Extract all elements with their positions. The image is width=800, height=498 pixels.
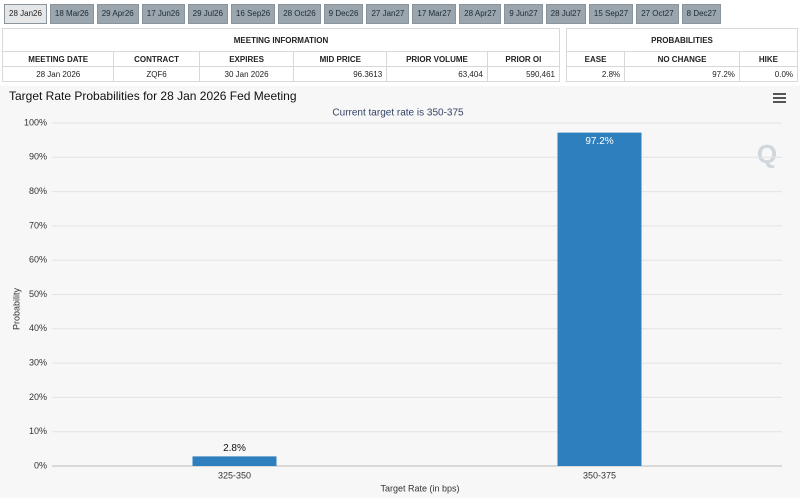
- y-tick-label: 90%: [29, 152, 47, 162]
- x-tick-label: 325-350: [218, 470, 251, 480]
- cell: 96.3613: [293, 66, 388, 82]
- tab[interactable]: 28 Apr27: [459, 4, 502, 24]
- bar: [557, 132, 642, 466]
- tab[interactable]: 29 Jul26: [187, 4, 228, 24]
- logo: Q: [757, 139, 777, 169]
- cell: 30 Jan 2026: [198, 66, 295, 82]
- y-tick-label: 100%: [24, 117, 47, 127]
- tab[interactable]: 29 Apr26: [96, 4, 139, 24]
- column-header: EASE: [565, 51, 626, 67]
- column-header: NO CHANGE: [624, 51, 740, 67]
- column-header: MID PRICE: [293, 51, 388, 67]
- y-tick-label: 70%: [29, 220, 47, 230]
- tab[interactable]: 9 Dec26: [323, 4, 364, 24]
- title-row: MEETING INFORMATION: [2, 28, 560, 52]
- cell: 590,461: [486, 66, 561, 82]
- tab[interactable]: 15 Sep27: [588, 4, 634, 24]
- table-title: PROBABILITIES: [566, 28, 798, 52]
- cell: 63,404: [386, 66, 488, 82]
- data-label: 2.8%: [223, 443, 246, 454]
- x-axis-title: Target Rate (in bps): [380, 483, 459, 493]
- y-tick-label: 0%: [34, 460, 47, 470]
- y-tick-label: 10%: [29, 426, 47, 436]
- y-tick-label: 30%: [29, 357, 47, 367]
- bar: [192, 456, 277, 466]
- tab[interactable]: 27 Oct27: [636, 4, 679, 24]
- meeting-table: MEETING INFORMATION MEETING DATE CONTRACT E…: [1, 28, 561, 82]
- cell: 0.0%: [738, 66, 799, 82]
- tab[interactable]: 8 Dec27: [681, 4, 722, 24]
- y-tick-label: 80%: [29, 186, 47, 196]
- column-header: PRIOR VOLUME: [386, 51, 488, 67]
- tab[interactable]: 17 Jun26: [141, 4, 185, 24]
- tab[interactable]: 28 Jul27: [545, 4, 586, 24]
- header-row: MEETING DATE CONTRACT EXPIRES MID PRICE PRIO…: [1, 51, 561, 67]
- tab[interactable]: 17 Mar27: [412, 4, 457, 24]
- column-header: HIKE: [738, 51, 799, 67]
- x-tick-label: 350-375: [583, 470, 616, 480]
- chart-subtitle: Current target rate is 350-375: [332, 108, 464, 119]
- cell: 28 Jan 2026: [1, 66, 115, 82]
- y-tick-label: 20%: [29, 392, 47, 402]
- tab[interactable]: 9 Jun27: [504, 4, 543, 24]
- title-row: PROBABILITIES: [566, 28, 798, 52]
- tab[interactable]: 27 Jan27: [366, 4, 410, 24]
- column-header: CONTRACT: [113, 51, 200, 67]
- y-tick-label: 50%: [29, 289, 47, 299]
- y-axis-title: Probability: [11, 287, 21, 330]
- header-row: EASE NO CHANGE HIKE: [565, 51, 799, 67]
- tab-bar: 28 Jan26 18 Mar26 29 Apr26 17 Jun26 29 Jul26…: [4, 4, 722, 24]
- cell: 97.2%: [624, 66, 740, 82]
- column-header: MEETING DATE: [1, 51, 115, 67]
- probability-table: PROBABILITIES EASE NO CHANGE HIKE 2.8% 97.2% 0…: [565, 28, 799, 82]
- chart-title: Target Rate Probabilities for 28 Jan 202…: [9, 89, 297, 103]
- chart: Target Rate Probabilities for 28 Jan 202…: [0, 86, 800, 498]
- tab[interactable]: 18 Mar26: [49, 4, 94, 24]
- column-header: PRIOR OI: [486, 51, 561, 67]
- data-row: 28 Jan 2026 ZQF6 30 Jan 2026 96.3613 63,404 5…: [1, 66, 561, 82]
- data-label: 97.2%: [585, 136, 613, 147]
- cell: ZQF6: [113, 66, 200, 82]
- menu-icon[interactable]: [773, 93, 786, 103]
- cell: 2.8%: [565, 66, 626, 82]
- tab[interactable]: 28 Oct26: [278, 4, 321, 24]
- tab[interactable]: 16 Sep26: [230, 4, 276, 24]
- data-row: 2.8% 97.2% 0.0%: [565, 66, 799, 82]
- column-header: EXPIRES: [198, 51, 295, 67]
- tab[interactable]: 28 Jan26: [4, 4, 47, 24]
- table-title: MEETING INFORMATION: [2, 28, 560, 52]
- y-tick-label: 60%: [29, 255, 47, 265]
- y-tick-label: 40%: [29, 323, 47, 333]
